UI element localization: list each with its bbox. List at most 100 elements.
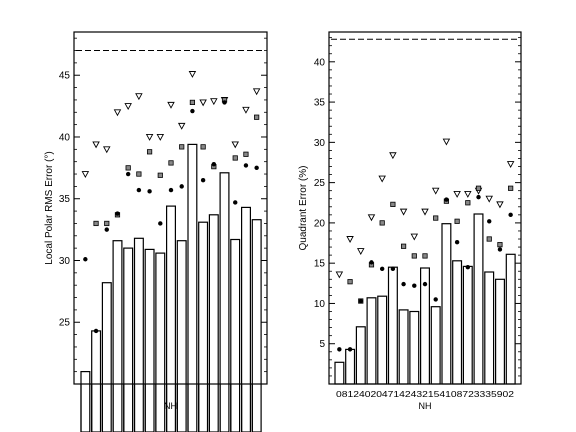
square-marker-1 <box>93 220 99 227</box>
square-marker-16 <box>508 185 514 191</box>
triangle-marker-12 <box>210 98 218 106</box>
bar-0 <box>334 361 345 385</box>
x-tick-labels: 0812402047142432154108723335902 <box>336 389 514 399</box>
square-marker-8 <box>422 253 428 259</box>
ytick-label-4: 45 <box>59 71 71 82</box>
square-marker-12 <box>465 200 471 206</box>
ytick-label-5: 30 <box>314 138 326 149</box>
dot-marker-8 <box>168 187 174 193</box>
dot-marker-1 <box>93 328 99 334</box>
triangle-marker-5 <box>389 152 397 160</box>
triangle-marker-6 <box>145 134 154 141</box>
bar-2 <box>355 326 366 385</box>
bar-5 <box>133 237 144 432</box>
square-marker-6 <box>400 243 407 249</box>
bar-7 <box>155 252 166 432</box>
bar-11 <box>452 260 463 385</box>
bar-9 <box>430 306 441 385</box>
square-marker-5 <box>136 171 142 177</box>
dot-marker-4 <box>125 171 131 177</box>
dot-marker-16 <box>254 165 259 171</box>
square-marker-11 <box>200 144 206 150</box>
bar-6 <box>144 248 155 432</box>
triangle-marker-11 <box>199 99 207 107</box>
triangle-marker-2 <box>103 146 111 154</box>
ytick-label-3: 20 <box>314 218 326 229</box>
ytick-label-2: 15 <box>314 259 326 270</box>
bar-2 <box>101 282 112 432</box>
bar-16 <box>505 253 516 385</box>
triangle-marker-5 <box>135 93 143 101</box>
ytick-label-2: 35 <box>59 194 71 205</box>
triangle-marker-7 <box>156 134 165 141</box>
triangle-marker-12 <box>464 190 472 198</box>
bar-5 <box>387 266 398 385</box>
triangle-marker-9 <box>177 122 186 130</box>
dot-marker-10 <box>190 108 195 114</box>
triangle-marker-0 <box>335 271 344 279</box>
dot-marker-16 <box>508 212 513 218</box>
x-axis-label: NH <box>164 401 177 411</box>
dot-marker-11 <box>454 240 460 245</box>
dot-marker-8 <box>422 281 428 287</box>
square-marker-16 <box>254 114 260 120</box>
square-marker-15 <box>243 151 249 157</box>
bar-1 <box>345 348 356 385</box>
bar-4 <box>123 247 134 432</box>
bar-13 <box>219 172 230 432</box>
square-marker-11 <box>454 218 460 224</box>
bar-6 <box>398 309 409 385</box>
bar-16 <box>251 219 262 432</box>
triangle-marker-1 <box>92 141 100 149</box>
ytick-label-6: 35 <box>314 98 326 109</box>
dot-marker-6 <box>147 189 152 194</box>
dot-marker-0 <box>337 347 342 352</box>
triangle-marker-3 <box>367 214 376 222</box>
square-marker-9 <box>179 144 185 150</box>
y-axis-label: Quadrant Error (%) <box>298 165 309 250</box>
y-axis-label: Local Polar RMS Error (°) <box>44 151 55 264</box>
dot-marker-15 <box>497 247 503 252</box>
triangle-marker-2 <box>357 248 365 256</box>
ytick-label-4: 25 <box>314 178 326 189</box>
bar-1 <box>91 330 102 432</box>
triangle-marker-0 <box>81 171 90 178</box>
square-marker-4 <box>125 165 131 171</box>
triangle-marker-7 <box>410 233 419 241</box>
square-marker-7 <box>411 253 417 259</box>
dot-marker-0 <box>83 257 88 262</box>
bar-14 <box>230 238 241 432</box>
triangle-marker-10 <box>442 138 451 146</box>
dot-marker-9 <box>179 184 184 189</box>
triangle-marker-8 <box>421 208 429 216</box>
dot-marker-14 <box>233 200 238 205</box>
bar-11 <box>198 221 209 432</box>
dot-marker-6 <box>401 281 406 287</box>
ytick-label-1: 30 <box>59 256 71 267</box>
dot-marker-9 <box>433 297 438 302</box>
right-panel: 5 10 15 20 25 30 35 40 Quadrant Error (%) NH 08124… <box>298 31 522 411</box>
dot-marker-7 <box>412 283 417 288</box>
triangle-marker-3 <box>113 109 122 117</box>
bar-10 <box>187 143 198 432</box>
ytick-label-0: 5 <box>319 339 325 350</box>
ytick-label-0: 25 <box>59 318 71 329</box>
bar-13 <box>473 213 484 385</box>
dot-marker-3 <box>369 260 374 265</box>
bar-0 <box>80 371 91 432</box>
triangle-marker-9 <box>431 187 440 195</box>
square-marker-10 <box>189 99 196 105</box>
dot-marker-13 <box>222 100 227 105</box>
triangle-marker-1 <box>346 236 354 243</box>
square-marker-13 <box>475 185 482 191</box>
dot-marker-12 <box>465 265 471 270</box>
square-marker-5 <box>390 201 396 207</box>
bar-10 <box>441 223 452 385</box>
bar-3 <box>366 297 377 385</box>
square-marker-15 <box>497 242 503 248</box>
bar-14 <box>484 271 495 385</box>
square-marker-2 <box>104 220 110 227</box>
dot-marker-1 <box>347 347 353 352</box>
triangle-marker-14 <box>485 195 493 203</box>
